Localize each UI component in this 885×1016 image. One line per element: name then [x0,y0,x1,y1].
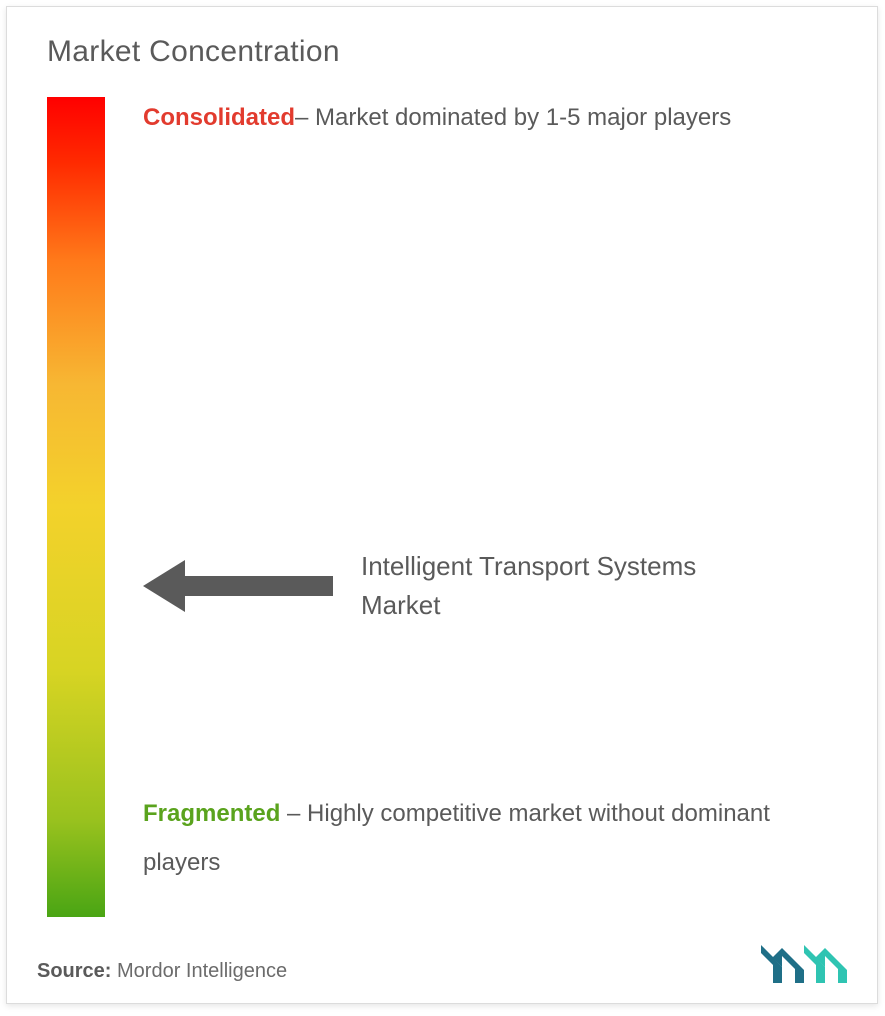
consolidated-keyword: Consolidated [143,104,295,131]
arrow-left-icon [143,560,333,612]
source-label: Source: [37,960,111,982]
consolidated-desc: – Market dominated by 1-5 major players [295,104,731,131]
chart-body: Consolidated– Market dominated by 1-5 ma… [47,97,843,917]
concentration-gradient-bar [47,97,105,917]
page-title: Market Concentration [47,35,843,69]
market-name: Intelligent Transport Systems Market [361,547,721,625]
footer: Source: Mordor Intelligence [37,939,847,983]
arrow-shape [143,560,333,612]
infographic-card: Market Concentration Consolidated– Marke… [6,6,878,1004]
fragmented-label: Fragmented – Highly competitive market w… [143,789,833,887]
fragmented-keyword: Fragmented [143,800,280,827]
mordor-logo-icon [761,939,847,983]
consolidated-label: Consolidated– Market dominated by 1-5 ma… [143,93,833,142]
market-marker-row: Intelligent Transport Systems Market [143,547,833,625]
source-value: Mordor Intelligence [111,960,287,982]
logo-shape [761,945,847,983]
source-line: Source: Mordor Intelligence [37,960,287,983]
